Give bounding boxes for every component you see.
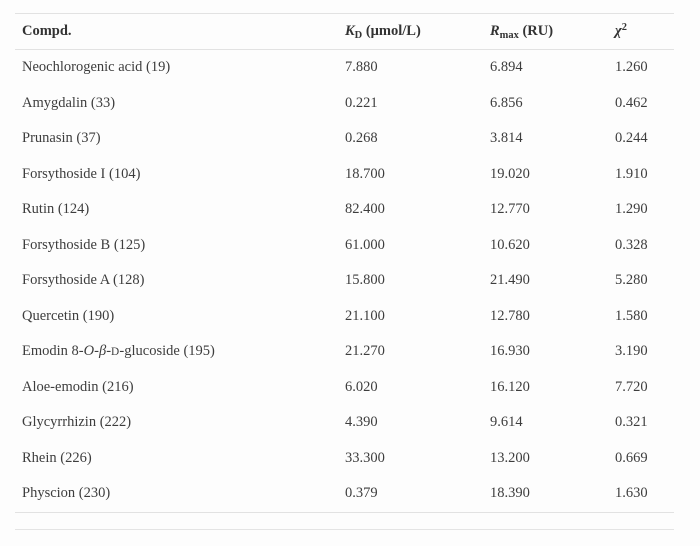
binding-data-table-container: Compd. KD (μmol/L) Rmax (RU) χ2 Neochlor… <box>15 13 674 530</box>
header-row: Compd. KD (μmol/L) Rmax (RU) χ2 <box>15 13 674 50</box>
chi2-value-cell: 1.630 <box>615 476 674 513</box>
chi2-value-cell: 1.290 <box>615 201 648 218</box>
kd-value-cell: 6.020 <box>345 378 378 395</box>
kd-value-cell: 82.400 <box>345 201 385 218</box>
compound-name-cell: Aloe-emodin (216) <box>22 378 134 395</box>
chi2-value-cell: 1.260 <box>615 59 648 76</box>
rmax-value-cell: 16.930 <box>490 343 530 360</box>
kd-value-cell: 0.379 <box>345 476 490 513</box>
table-row: Glycyrrhizin (222) 4.390 9.614 0.321 <box>15 405 674 441</box>
table-row: Quercetin (190) 21.100 12.780 1.580 <box>15 299 674 335</box>
chi2-value-cell: 0.669 <box>615 449 648 466</box>
kd-value-cell: 61.000 <box>345 236 385 253</box>
compound-name-cell: Quercetin (190) <box>22 307 115 324</box>
compound-name-cell: Rhein (226) <box>22 449 92 466</box>
compound-name-cell: Amygdalin (33) <box>22 94 116 111</box>
rmax-value-cell: 12.780 <box>490 307 530 324</box>
rmax-value-cell: 12.770 <box>490 201 530 218</box>
compound-name-cell: Glycyrrhizin (222) <box>22 414 132 431</box>
compound-name-cell: Emodin 8-O-β-D-glucoside (195) <box>22 343 215 360</box>
kd-value-cell: 15.800 <box>345 272 385 289</box>
rmax-value-cell: 13.200 <box>490 449 530 466</box>
chi2-value-cell: 0.328 <box>615 236 648 253</box>
rmax-value-cell: 3.814 <box>490 130 523 147</box>
kd-value-cell: 4.390 <box>345 414 378 431</box>
rmax-value-cell: 10.620 <box>490 236 530 253</box>
table-row: Rhein (226) 33.300 13.200 0.669 <box>15 441 674 477</box>
table-row: Emodin 8-O-β-D-glucoside (195) 21.270 16… <box>15 334 674 370</box>
table-row: Rutin (124) 82.400 12.770 1.290 <box>15 192 674 228</box>
chi2-value-cell: 5.280 <box>615 272 648 289</box>
kd-value-cell: 21.270 <box>345 343 385 360</box>
chi2-value-cell: 1.910 <box>615 165 648 182</box>
table-row: Physcion (230) 0.379 18.390 1.630 <box>15 476 674 513</box>
chi2-value-cell: 0.462 <box>615 94 648 111</box>
table-row: Prunasin (37) 0.268 3.814 0.244 <box>15 121 674 157</box>
kd-value-cell: 33.300 <box>345 449 385 466</box>
compound-name-cell: Forsythoside B (125) <box>22 236 146 253</box>
chi2-value-cell: 0.321 <box>615 414 648 431</box>
chi2-value-cell: 7.720 <box>615 378 648 395</box>
kd-value-cell: 0.221 <box>345 94 378 111</box>
column-header-chi2: χ2 <box>615 13 674 50</box>
chi2-value-cell: 0.244 <box>615 130 648 147</box>
column-header-compound: Compd. <box>15 13 345 50</box>
table-row: Neochlorogenic acid (19) 7.880 6.894 1.2… <box>15 50 674 86</box>
compound-name-cell: Forsythoside A (128) <box>22 272 145 289</box>
kd-value-cell: 18.700 <box>345 165 385 182</box>
chi2-value-cell: 1.580 <box>615 307 648 324</box>
table-body: Neochlorogenic acid (19) 7.880 6.894 1.2… <box>15 50 674 513</box>
kd-value-cell: 21.100 <box>345 307 385 324</box>
rmax-value-cell: 6.894 <box>490 59 523 76</box>
compound-name-cell: Prunasin (37) <box>22 130 101 147</box>
binding-data-table: Compd. KD (μmol/L) Rmax (RU) χ2 Neochlor… <box>15 13 674 513</box>
compound-name-cell: Neochlorogenic acid (19) <box>22 59 171 76</box>
kd-value-cell: 0.268 <box>345 130 378 147</box>
footer-divider <box>15 528 674 530</box>
compound-name-cell: Forsythoside I (104) <box>22 165 141 182</box>
kd-value-cell: 7.880 <box>345 59 378 76</box>
compound-name-cell: Physcion (230) <box>15 476 345 513</box>
rmax-value-cell: 21.490 <box>490 272 530 289</box>
table-row: Forsythoside A (128) 15.800 21.490 5.280 <box>15 263 674 299</box>
chi2-value-cell: 3.190 <box>615 343 648 360</box>
rmax-value-cell: 6.856 <box>490 94 523 111</box>
table-row: Forsythoside I (104) 18.700 19.020 1.910 <box>15 157 674 193</box>
table-row: Forsythoside B (125) 61.000 10.620 0.328 <box>15 228 674 264</box>
column-header-rmax: Rmax (RU) <box>490 13 615 50</box>
compound-name-cell: Rutin (124) <box>22 201 90 218</box>
column-header-kd: KD (μmol/L) <box>345 13 490 50</box>
rmax-value-cell: 19.020 <box>490 165 530 182</box>
rmax-value-cell: 16.120 <box>490 378 530 395</box>
table-row: Aloe-emodin (216) 6.020 16.120 7.720 <box>15 370 674 406</box>
rmax-value-cell: 18.390 <box>490 476 615 513</box>
table-row: Amygdalin (33) 0.221 6.856 0.462 <box>15 86 674 122</box>
rmax-value-cell: 9.614 <box>490 414 523 431</box>
